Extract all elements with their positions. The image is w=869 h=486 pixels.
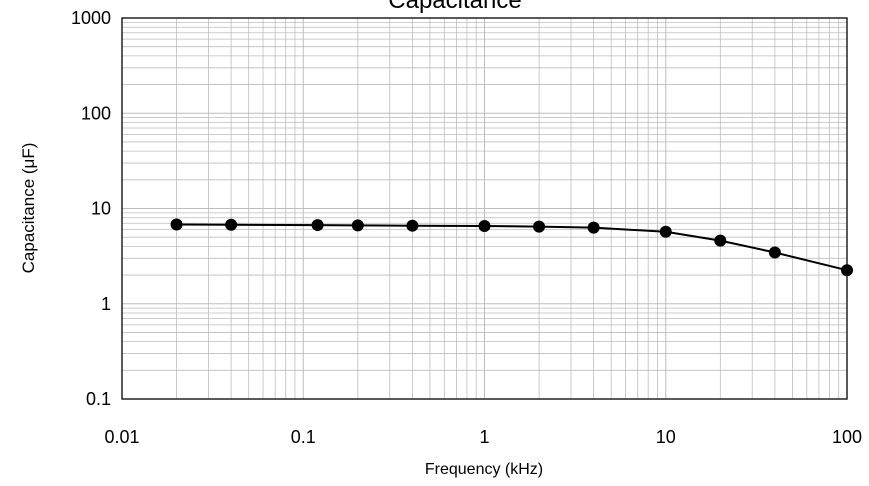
data-point [478, 220, 491, 233]
data-point [170, 218, 183, 231]
x-tick-label: 0.01 [104, 427, 139, 447]
data-point [768, 246, 781, 259]
data-point [533, 220, 546, 233]
y-tick-labels: 0.1 1 10 100 1000 [71, 8, 111, 409]
x-axis-title: Frequency (kHz) [425, 461, 543, 478]
data-point [714, 234, 727, 247]
data-point [587, 221, 600, 234]
data-point [659, 225, 672, 238]
x-tick-label: 1 [479, 427, 489, 447]
y-tick-label: 1000 [71, 8, 111, 28]
series-group [170, 218, 853, 277]
x-tick-labels: 0.01 0.1 1 10 100 [104, 427, 862, 447]
data-point [841, 264, 853, 277]
x-tick-label: 0.1 [291, 427, 316, 447]
y-tick-label: 0.1 [86, 389, 111, 409]
x-tick-label: 100 [832, 427, 862, 447]
data-point [311, 219, 324, 232]
y-tick-label: 10 [91, 199, 111, 219]
data-point [406, 219, 419, 232]
plot-area-frame [121, 17, 848, 400]
grid-lines [122, 18, 847, 399]
y-tick-label: 100 [81, 103, 111, 123]
y-tick-label: 1 [101, 294, 111, 314]
series-line [176, 223, 848, 272]
data-point [351, 219, 364, 232]
x-tick-label: 10 [656, 427, 676, 447]
y-axis-title: Capacitance (μF) [19, 143, 38, 274]
data-point [225, 218, 238, 231]
chart-title: Capacitance [388, 0, 521, 14]
